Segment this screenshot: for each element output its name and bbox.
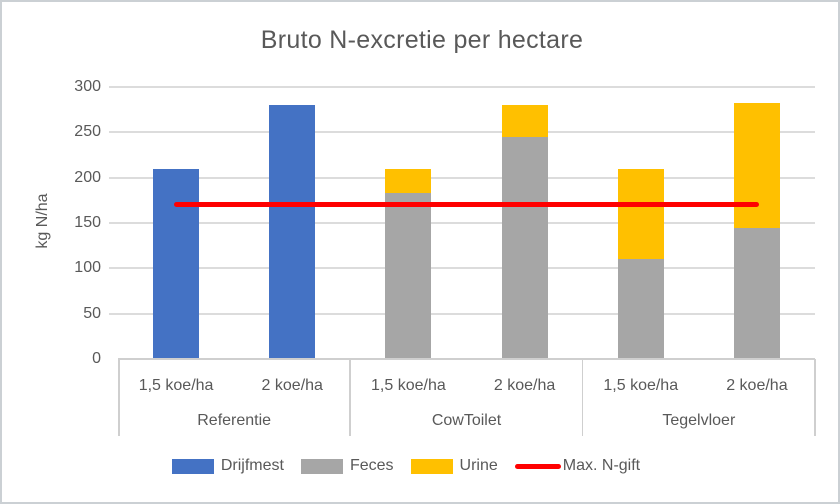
bar-referentie-1-5-koe <box>153 87 200 359</box>
legend-item-feces: Feces <box>300 457 394 475</box>
x-axis-area: 1,5 koe/ha 2 koe/ha 1,5 koe/ha 2 koe/ha 1,5 … <box>118 359 816 436</box>
legend-swatch-drijfmest-icon <box>171 458 214 474</box>
legend-label-feces: Feces <box>349 457 394 474</box>
bar-segment-urine <box>385 168 432 194</box>
bar-segment-urine <box>617 168 664 260</box>
bar-tegelvloer-1-5-koe <box>617 87 664 359</box>
gridline-100 <box>109 267 815 270</box>
category-separator-0 <box>118 359 120 436</box>
legend-item-max-n-gift: Max. N-gift <box>514 457 641 475</box>
gridline-300 <box>109 86 815 88</box>
gridline-50 <box>109 312 815 315</box>
category-separator-3 <box>814 359 816 436</box>
bar-segment-urine <box>501 105 548 137</box>
legend-item-drijfmest: Drijfmest <box>171 457 284 475</box>
category-label-1: 2 koe/ha <box>261 377 323 394</box>
bar-segment-feces <box>501 136 548 359</box>
bar-cowtoilet-1-5-koe <box>385 87 432 359</box>
legend-swatch-feces-icon <box>300 458 343 474</box>
category-label-5: 2 koe/ha <box>726 377 788 394</box>
legend-line-swatch-max-n-gift-icon <box>514 463 561 469</box>
y-tick-label-150: 150 <box>74 214 101 231</box>
legend: Drijfmest Feces Urine Max. N-gift <box>2 457 810 475</box>
legend-label-urine: Urine <box>459 457 498 474</box>
bar-segment-feces <box>617 259 664 359</box>
bar-referentie-2-koe <box>269 87 316 359</box>
bar-segment-urine <box>733 103 780 228</box>
y-tick-label-100: 100 <box>74 259 101 277</box>
category-label-3: 2 koe/ha <box>493 377 556 394</box>
bar-segment-drijfmest <box>269 105 316 359</box>
gridline-200 <box>109 176 815 179</box>
legend-swatch-urine-icon <box>410 458 453 474</box>
bar-segment-drijfmest <box>153 168 200 359</box>
group-label-referentie: Referentie <box>197 412 272 429</box>
max-n-gift-line <box>174 202 759 208</box>
legend-label-max-n-gift: Max. N-gift <box>562 457 641 474</box>
plot-area <box>109 86 815 359</box>
category-separator-1 <box>349 359 351 436</box>
bar-cowtoilet-2-koe <box>501 87 548 359</box>
category-label-2: 1,5 koe/ha <box>371 377 446 394</box>
y-tick-label-50: 50 <box>83 304 101 322</box>
group-label-tegelvloer: Tegelvloer <box>662 412 736 429</box>
y-tick-label-200: 200 <box>74 168 101 186</box>
y-tick-label-300: 300 <box>74 78 101 95</box>
legend-label-drijfmest: Drijfmest <box>220 457 284 474</box>
gridline-150 <box>109 222 815 224</box>
legend-item-urine: Urine <box>410 457 498 475</box>
category-label-0: 1,5 koe/ha <box>138 377 214 394</box>
group-label-cowtoilet: CowToilet <box>431 412 502 429</box>
gridline-250 <box>109 131 815 134</box>
y-tick-label-0: 0 <box>92 350 101 367</box>
y-tick-label-250: 250 <box>74 123 101 141</box>
bar-segment-feces <box>385 193 432 359</box>
x-axis-line <box>118 358 815 360</box>
bar-segment-feces <box>733 227 780 359</box>
bar-tegelvloer-2-koe <box>733 87 780 359</box>
chart-title: Bruto N-excretie per hectare <box>260 26 584 54</box>
category-separator-2 <box>581 359 584 436</box>
category-label-4: 1,5 koe/ha <box>603 377 679 394</box>
